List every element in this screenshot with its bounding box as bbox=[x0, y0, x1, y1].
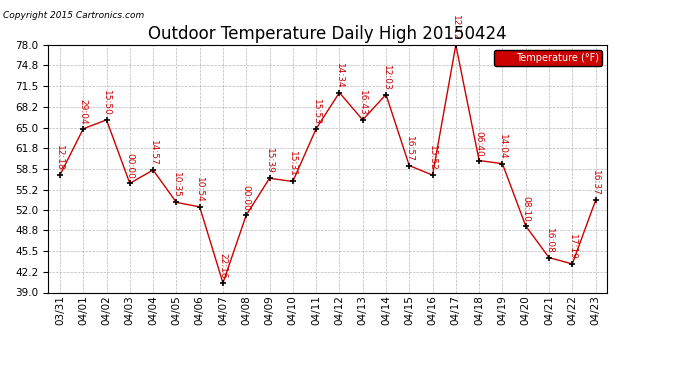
Text: 10:35: 10:35 bbox=[172, 172, 181, 198]
Title: Outdoor Temperature Daily High 20150424: Outdoor Temperature Daily High 20150424 bbox=[148, 26, 507, 44]
Text: 15:52: 15:52 bbox=[428, 145, 437, 171]
Text: 16:43: 16:43 bbox=[358, 90, 367, 116]
Text: 22:16: 22:16 bbox=[219, 253, 228, 279]
Text: 29:04: 29:04 bbox=[79, 99, 88, 124]
Text: 15:31: 15:31 bbox=[288, 152, 297, 177]
Text: 16:08: 16:08 bbox=[544, 228, 553, 254]
Text: 08:10: 08:10 bbox=[521, 196, 530, 222]
Text: 14:34: 14:34 bbox=[335, 63, 344, 88]
Text: 10:54: 10:54 bbox=[195, 177, 204, 203]
Text: 16:57: 16:57 bbox=[405, 135, 414, 161]
Text: 12:12: 12:12 bbox=[451, 15, 460, 41]
Text: 17:19: 17:19 bbox=[568, 234, 577, 260]
Text: 12:03: 12:03 bbox=[382, 64, 391, 90]
Text: 16:37: 16:37 bbox=[591, 171, 600, 196]
Text: 12:18: 12:18 bbox=[55, 145, 64, 171]
Text: 15:53: 15:53 bbox=[312, 99, 321, 124]
Text: 14:04: 14:04 bbox=[498, 134, 507, 159]
Text: 00:00: 00:00 bbox=[241, 185, 250, 211]
Text: 14:57: 14:57 bbox=[148, 140, 157, 166]
Text: 15:50: 15:50 bbox=[102, 90, 111, 116]
Text: 00:00: 00:00 bbox=[126, 153, 135, 179]
Legend: Temperature (°F): Temperature (°F) bbox=[494, 50, 602, 66]
Text: 15:39: 15:39 bbox=[265, 148, 274, 174]
Text: 06:40: 06:40 bbox=[475, 130, 484, 156]
Text: Copyright 2015 Cartronics.com: Copyright 2015 Cartronics.com bbox=[3, 11, 145, 20]
